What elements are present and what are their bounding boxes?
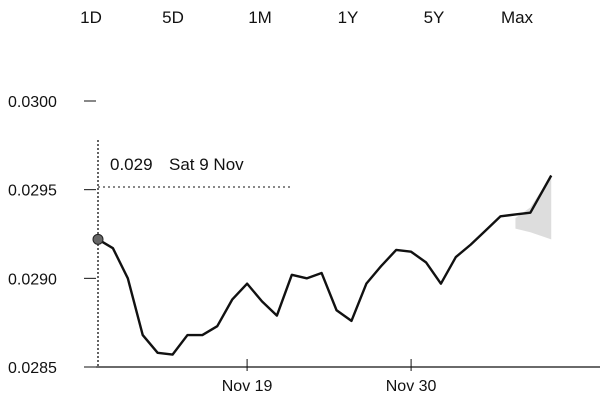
range-tabs: 1D 5D 1M 1Y 5Y Max <box>0 0 604 40</box>
range-tab-5d[interactable]: 5D <box>162 8 184 27</box>
y-tick-label-3: 0.0285 <box>8 360 57 377</box>
series-line-group <box>97 174 553 356</box>
tooltip-value: 0.029 <box>110 155 153 174</box>
tooltip-date: Sat 9 Nov <box>169 155 244 174</box>
x-tick-label-0: Nov 19 <box>222 378 273 395</box>
x-axis: Nov 19 Nov 30 <box>96 359 600 395</box>
range-tab-max[interactable]: Max <box>500 8 534 27</box>
range-tab-1y[interactable]: 1Y <box>337 8 359 27</box>
y-tick-label-1: 0.0295 <box>8 183 57 200</box>
range-tab-1d[interactable]: 1D <box>80 8 102 27</box>
highlight-marker-group[interactable] <box>92 233 104 245</box>
x-tick-label-1: Nov 30 <box>386 378 437 395</box>
series-line <box>97 174 553 356</box>
range-tab-5y[interactable]: 5Y <box>423 8 445 27</box>
y-tick-label-0: 0.0300 <box>8 94 57 111</box>
y-tick-label-2: 0.0290 <box>8 271 57 288</box>
hover-tooltip: 0.029 Sat 9 Nov <box>110 155 244 174</box>
crosshair-guides <box>97 140 292 367</box>
highlight-marker[interactable] <box>92 233 104 245</box>
range-tab-1m[interactable]: 1M <box>248 8 272 27</box>
y-axis: 0.0300 0.0295 0.0290 0.0285 <box>8 94 96 377</box>
